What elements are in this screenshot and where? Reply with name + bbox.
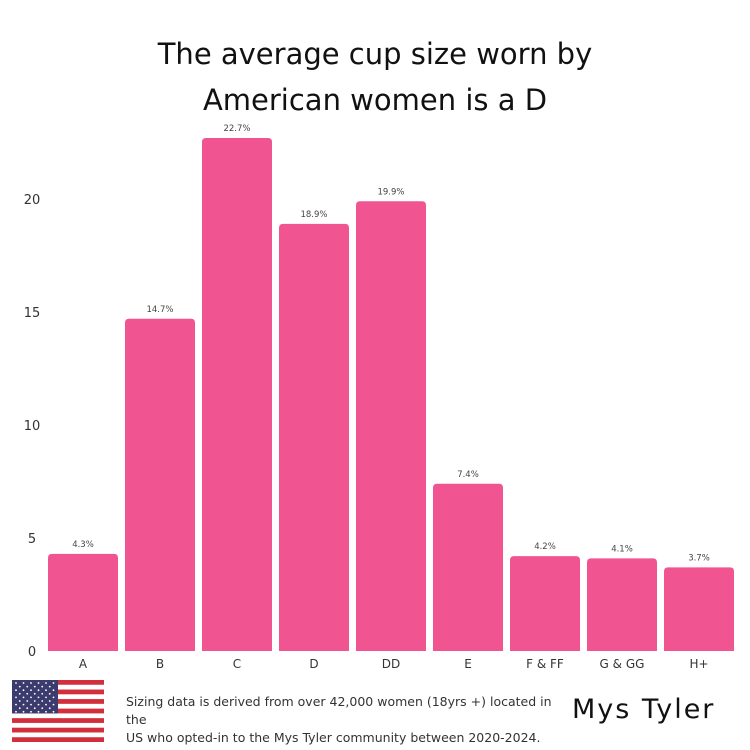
bar-A bbox=[48, 553, 118, 651]
x-tick-label: G & GG bbox=[600, 657, 645, 671]
x-tick-label: DD bbox=[382, 657, 400, 671]
y-tick-label: 10 bbox=[24, 419, 41, 434]
data-label: 4.1% bbox=[611, 544, 633, 554]
y-tick-label: 15 bbox=[24, 306, 41, 321]
data-label: 7.4% bbox=[457, 470, 479, 480]
x-tick-label: A bbox=[79, 657, 88, 671]
chart-title-line-2: American women is a D bbox=[202, 83, 548, 117]
x-tick-label: B bbox=[156, 657, 164, 671]
x-tick-label: E bbox=[464, 657, 472, 671]
data-label: 19.9% bbox=[377, 187, 404, 197]
footnote-line-1: Sizing data is derived from over 42,000 … bbox=[126, 694, 552, 727]
data-label: 14.7% bbox=[146, 305, 173, 315]
us-flag-icon bbox=[12, 680, 104, 742]
y-tick-label: 0 bbox=[28, 645, 36, 660]
x-tick-label: F & FF bbox=[526, 657, 564, 671]
bar-chart: 0 5 10 15 20 4.3% A 14.7% B 22.7% C 18.9% D 19.9% DD 7.… bbox=[24, 124, 734, 671]
chart-title-line-1: The average cup size worn by bbox=[157, 37, 593, 71]
bar-E bbox=[433, 483, 503, 651]
data-label: 18.9% bbox=[300, 210, 327, 220]
bar-B bbox=[125, 318, 195, 651]
data-label: 4.2% bbox=[534, 542, 556, 552]
bar-H+ bbox=[664, 567, 734, 651]
x-tick-label: C bbox=[233, 657, 241, 671]
footnote: Sizing data is derived from over 42,000 … bbox=[126, 693, 566, 747]
y-tick-label: 20 bbox=[24, 193, 41, 208]
y-tick-label: 5 bbox=[28, 532, 36, 547]
bar-D bbox=[279, 223, 349, 652]
bar-DD bbox=[356, 201, 426, 651]
bar-G & GG bbox=[587, 558, 657, 651]
bar-C bbox=[202, 137, 272, 652]
data-label: 22.7% bbox=[223, 124, 250, 134]
footnote-line-2: US who opted-in to the Mys Tyler communi… bbox=[126, 730, 541, 745]
x-tick-label: H+ bbox=[689, 657, 708, 671]
data-label: 3.7% bbox=[688, 553, 710, 563]
bar-F & FF bbox=[510, 556, 580, 651]
brand-logo: Mys Tyler bbox=[572, 694, 716, 725]
x-tick-label: D bbox=[309, 657, 318, 671]
data-label: 4.3% bbox=[72, 540, 94, 550]
